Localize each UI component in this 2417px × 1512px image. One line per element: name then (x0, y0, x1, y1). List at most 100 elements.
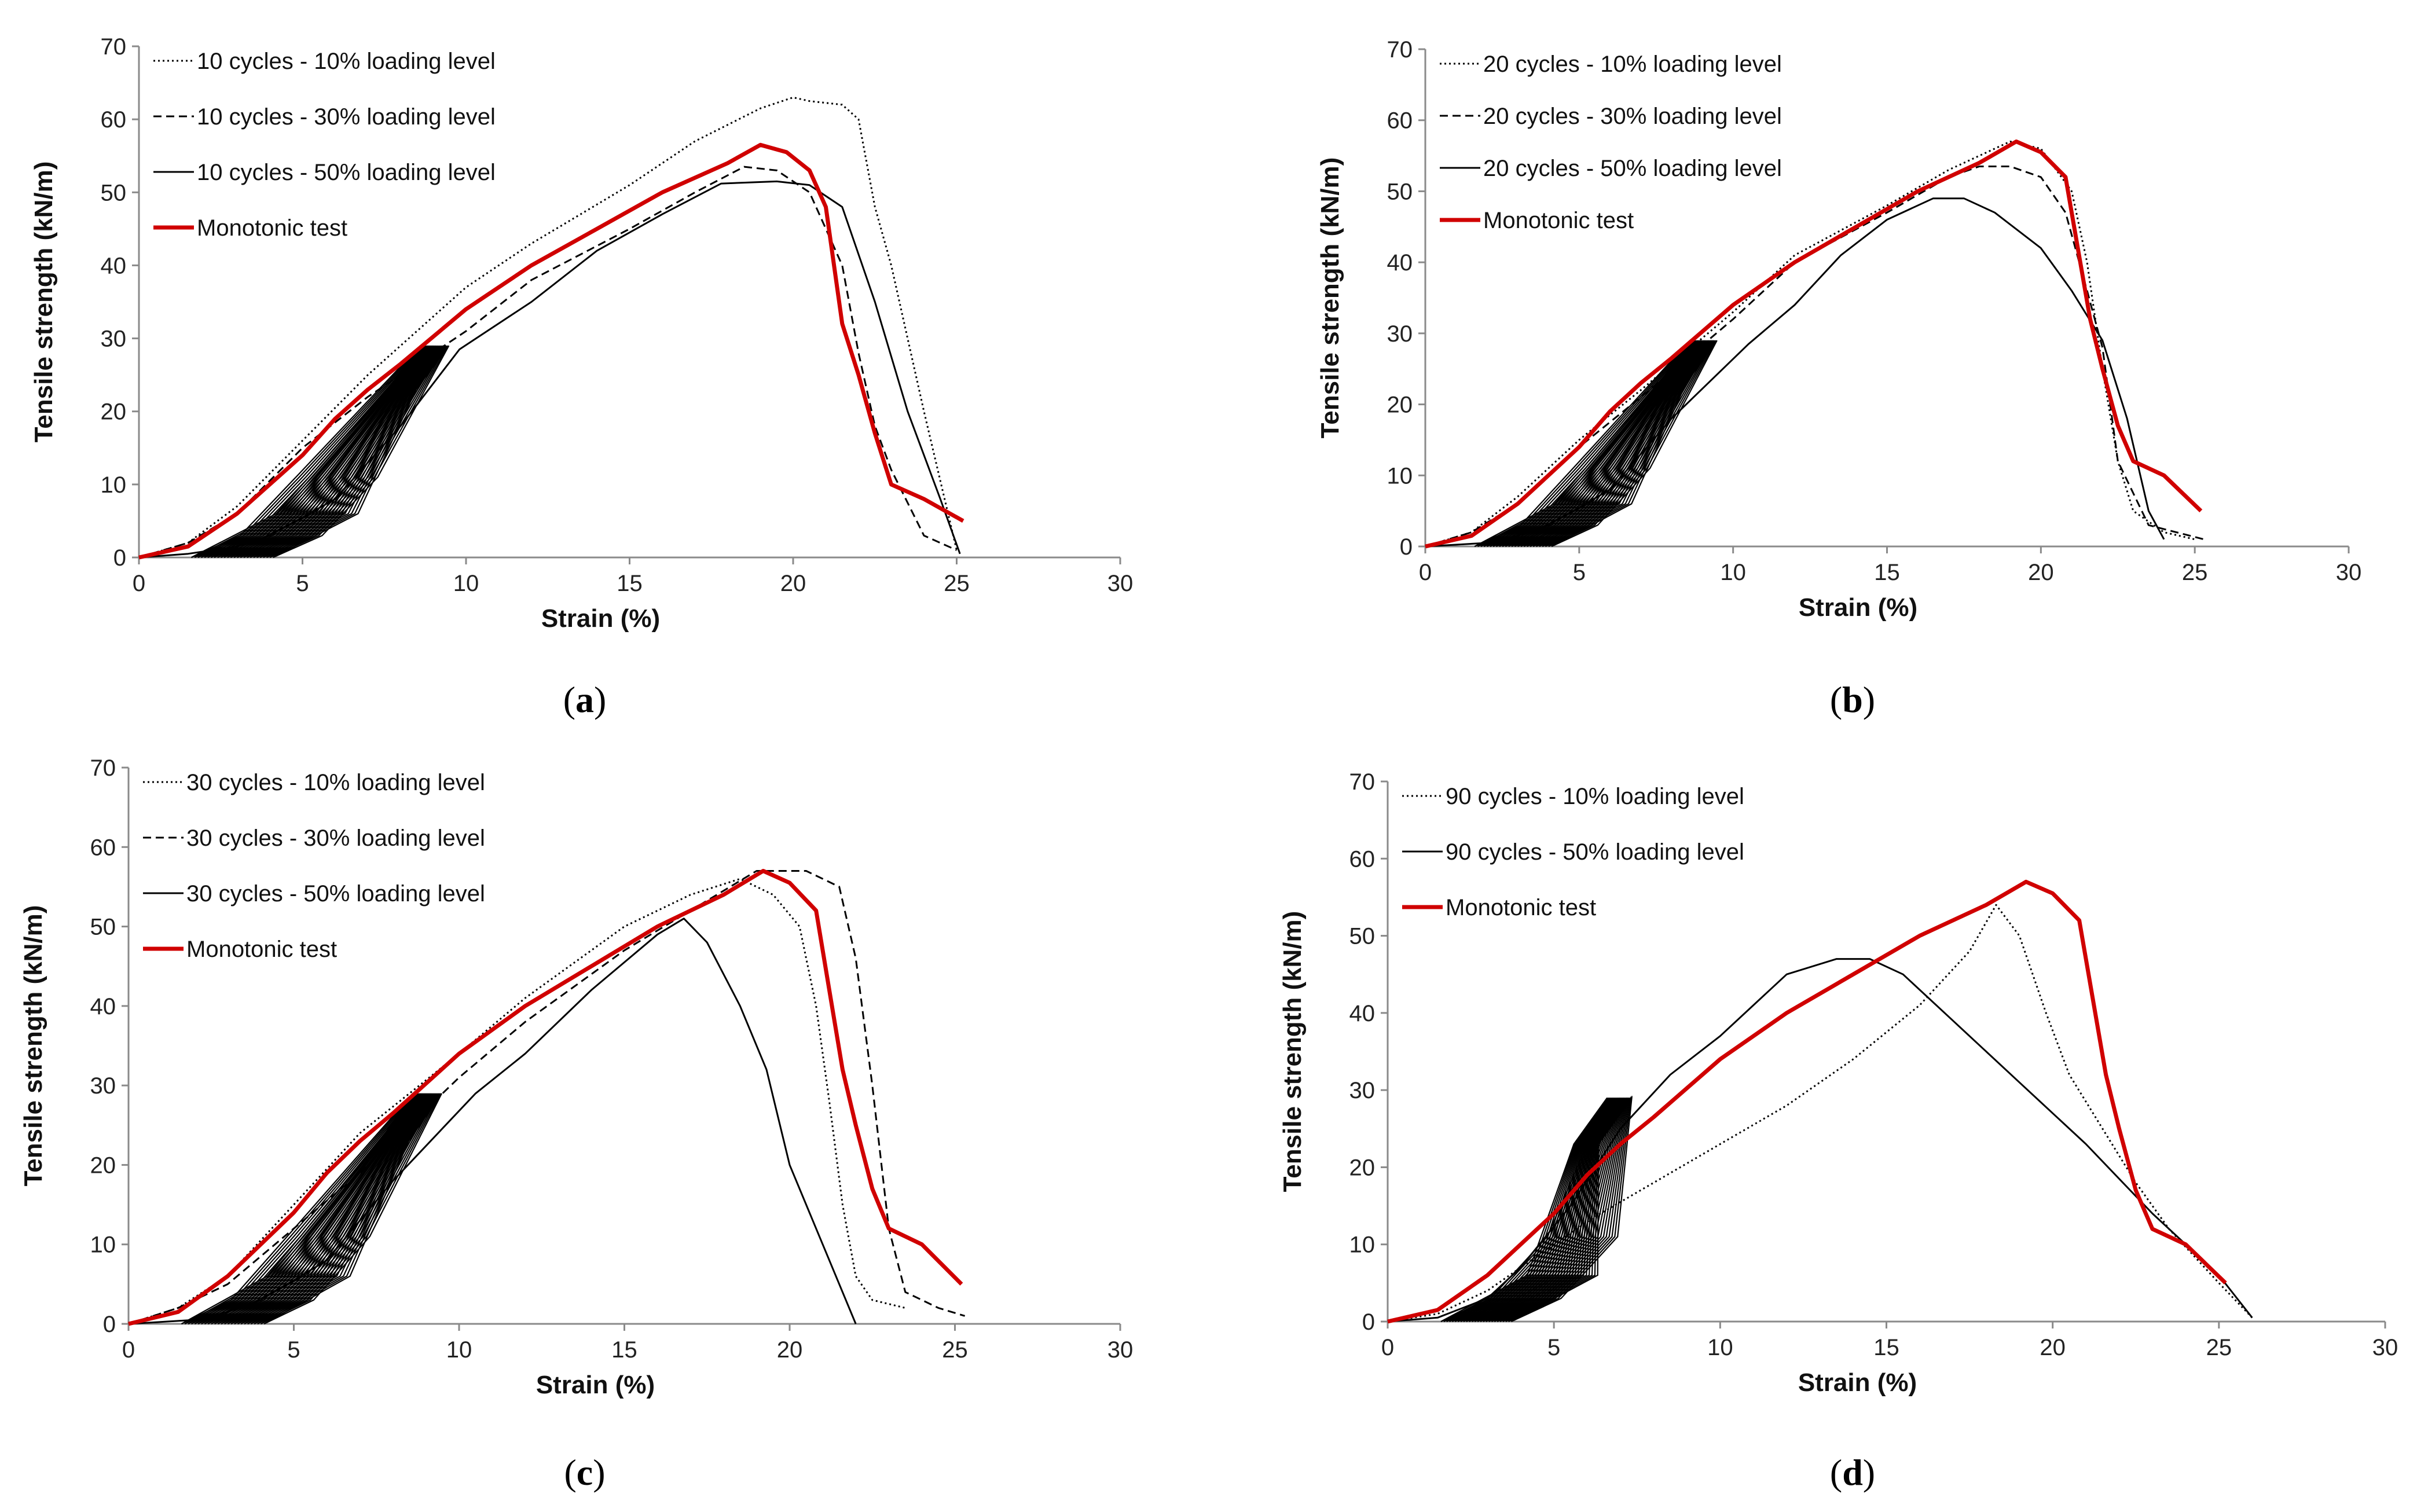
y-tick-label: 20 (1387, 392, 1413, 418)
x-tick-label: 20 (2040, 1335, 2066, 1360)
legend-label: 30 cycles - 10% loading level (186, 770, 485, 795)
cyclic-loop (273, 345, 450, 559)
y-tick-label: 10 (1387, 463, 1413, 489)
cyclic-loop (1508, 1095, 1632, 1322)
cyclic-loop (1548, 340, 1717, 547)
y-tick-label: 70 (1387, 37, 1413, 63)
cyclic-loop-band (1474, 340, 1718, 547)
chart-panel-c: 0 10 20 30 40 50 60 70 0 5 10 15 20 25 30 Strain (%) Ten… (19, 755, 1133, 1399)
panel-label-b: (b) (1830, 679, 1875, 720)
x-axis-title: Strain (%) (1798, 1368, 1917, 1397)
x-tick-label: 0 (1419, 560, 1432, 585)
x-tick-label: 15 (611, 1337, 637, 1363)
y-tick-label: 30 (1387, 321, 1413, 347)
x-tick-label: 30 (1107, 571, 1134, 596)
y-axis-title: Tensile strength (kN/m) (30, 162, 58, 443)
y-tick-label: 70 (1349, 769, 1376, 795)
series-line-monotonic (128, 869, 963, 1326)
y-tick-label: 40 (1349, 1001, 1376, 1026)
y-tick-label: 40 (101, 253, 127, 278)
series-line-cyclic-0 (138, 96, 958, 559)
legend-label: Monotonic test (1483, 208, 1634, 233)
legend-label: 10 cycles - 50% loading level (197, 160, 496, 185)
chart-panel-d: 0 10 20 30 40 50 60 70 0 5 10 15 20 25 30 Strain (%) Ten… (1278, 769, 2398, 1397)
y-axis-title: Tensile strength (kN/m) (1278, 911, 1307, 1192)
x-tick-label: 5 (1573, 560, 1586, 585)
y-tick-label: 0 (1400, 534, 1413, 560)
x-tick-label: 5 (296, 571, 309, 596)
legend-label: 90 cycles - 10% loading level (1446, 784, 1744, 809)
series-line-monotonic (1425, 140, 2203, 549)
y-tick-label: 50 (90, 915, 116, 940)
cyclic-loop-band (181, 1093, 442, 1324)
y-tick-label: 10 (90, 1232, 116, 1258)
legend-label: 20 cycles - 10% loading level (1483, 52, 1782, 77)
y-axis-title: Tensile strength (kN/m) (19, 905, 47, 1187)
y-tick-label: 30 (101, 326, 127, 352)
chart-panel-a: 0 10 20 30 40 50 60 70 0 5 10 15 20 25 30 Strain (%) Ten… (30, 34, 1133, 633)
x-tick-label: 20 (2028, 560, 2054, 585)
x-tick-label: 15 (1874, 560, 1900, 585)
series-line-cyclic-0 (1425, 141, 2195, 548)
series-line-monotonic (138, 142, 964, 560)
x-tick-label: 20 (777, 1337, 803, 1363)
x-tick-label: 30 (2336, 560, 2362, 585)
series-line-cyclic-2 (1425, 197, 2165, 548)
y-tick-label: 30 (90, 1073, 116, 1099)
x-tick-label: 10 (1707, 1335, 1733, 1360)
legend-label: 20 cycles - 50% loading level (1483, 156, 1782, 181)
series-line-cyclic-0 (1387, 904, 2253, 1323)
y-tick-label: 0 (1362, 1309, 1375, 1335)
legend-label: 10 cycles - 10% loading level (197, 49, 496, 74)
y-tick-label: 0 (103, 1312, 116, 1337)
cyclic-loop (260, 1093, 441, 1324)
y-tick-label: 50 (1349, 924, 1376, 949)
cyclic-loop (269, 345, 449, 559)
x-tick-label: 25 (2182, 560, 2208, 585)
y-tick-label: 50 (101, 180, 127, 205)
y-tick-label: 10 (1349, 1232, 1376, 1258)
x-axis-title: Strain (%) (541, 604, 660, 633)
y-tick-label: 60 (90, 835, 116, 860)
series-line-cyclic-2 (138, 180, 961, 559)
series-line-monotonic (1387, 879, 2227, 1324)
legend-label: 90 cycles - 50% loading level (1446, 839, 1744, 865)
series-line-cyclic-1 (1387, 958, 2253, 1323)
y-tick-label: 60 (1349, 846, 1376, 872)
legend-label: 30 cycles - 30% loading level (186, 825, 485, 851)
y-tick-label: 60 (101, 107, 127, 133)
panel-label-a: (a) (563, 679, 607, 720)
x-axis-title: Strain (%) (536, 1371, 655, 1399)
cyclic-loop (1510, 1095, 1633, 1322)
x-tick-label: 30 (1107, 1337, 1134, 1363)
cyclic-loop (263, 1093, 442, 1324)
panel-label-c: (c) (564, 1452, 605, 1493)
y-tick-label: 20 (1349, 1155, 1376, 1180)
x-tick-label: 20 (780, 571, 806, 596)
chart-panel-b: 0 10 20 30 40 50 60 70 0 5 10 15 20 25 30 Strain (%) Ten… (1316, 37, 2361, 622)
y-tick-label: 70 (101, 34, 127, 60)
x-tick-label: 15 (617, 571, 643, 596)
x-tick-label: 15 (1873, 1335, 1899, 1360)
x-tick-label: 10 (453, 571, 479, 596)
series-line-cyclic-2 (128, 918, 857, 1325)
y-tick-label: 70 (90, 755, 116, 781)
y-tick-label: 60 (1387, 108, 1413, 134)
series-line-cyclic-1 (138, 166, 958, 559)
y-tick-label: 30 (1349, 1078, 1376, 1103)
legend-label: 30 cycles - 50% loading level (186, 881, 485, 907)
x-tick-label: 0 (133, 571, 145, 596)
x-tick-label: 25 (944, 571, 970, 596)
x-tick-label: 30 (2372, 1335, 2398, 1360)
x-tick-label: 25 (942, 1337, 968, 1363)
x-tick-label: 0 (1381, 1335, 1394, 1360)
x-tick-label: 0 (122, 1337, 135, 1363)
cyclic-loop-band (190, 345, 450, 559)
legend-label: 20 cycles - 30% loading level (1483, 104, 1782, 129)
cyclic-loop (1551, 340, 1718, 547)
y-tick-label: 40 (90, 994, 116, 1019)
series-line-cyclic-1 (128, 870, 966, 1325)
y-tick-label: 10 (101, 472, 127, 498)
x-tick-label: 5 (287, 1337, 300, 1363)
